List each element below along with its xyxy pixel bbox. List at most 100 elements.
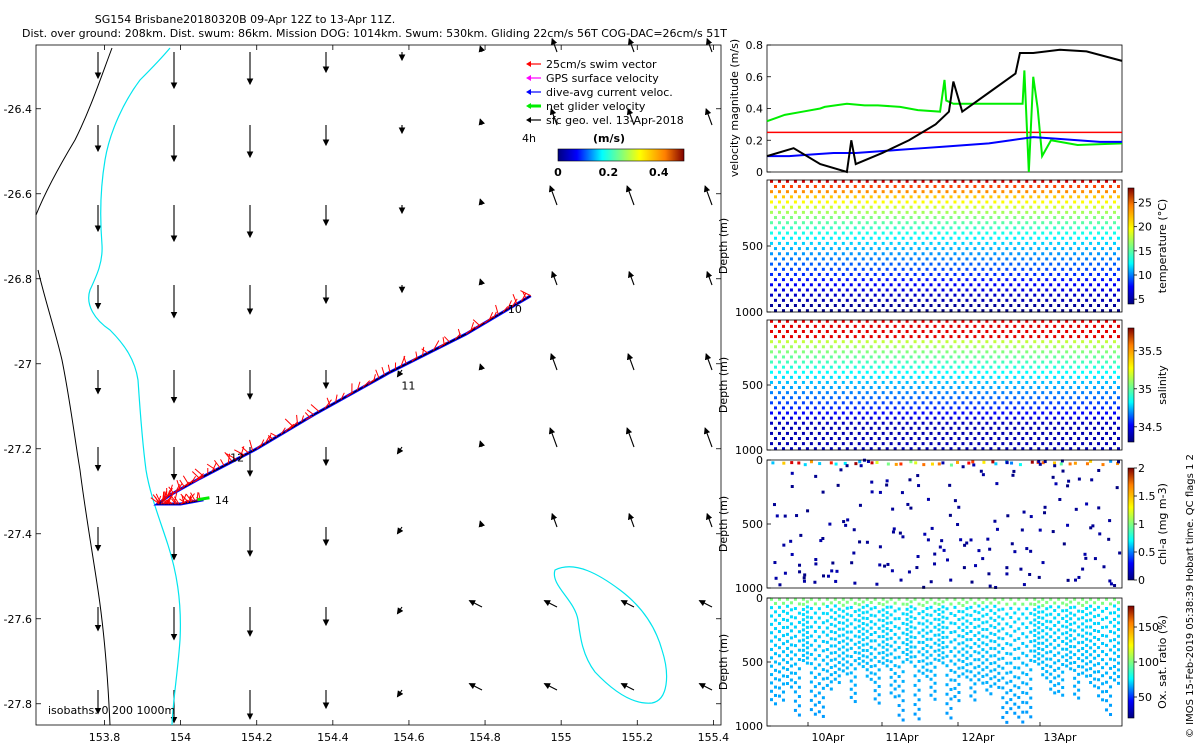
temperature-marker	[1097, 221, 1101, 225]
oxygen-marker	[909, 605, 913, 609]
temperature-marker	[877, 247, 881, 251]
temperature-marker	[853, 205, 857, 209]
depth-ylabel: Depth (m)	[717, 496, 730, 552]
oxygen-marker	[1109, 666, 1113, 670]
temperature-marker	[869, 216, 873, 220]
salinity-marker	[969, 380, 973, 384]
chla-marker	[831, 561, 835, 565]
salinity-marker	[813, 386, 817, 390]
salinity-marker	[1105, 411, 1109, 415]
temperature-marker	[1101, 257, 1105, 261]
temperature-marker	[905, 272, 909, 276]
salinity-marker	[1069, 324, 1073, 328]
salinity-marker	[774, 447, 777, 451]
salinity-marker	[1025, 370, 1029, 374]
chla-marker	[858, 503, 862, 507]
salinity-marker	[821, 437, 825, 441]
salinity-marker	[945, 431, 949, 435]
chla-marker	[956, 523, 960, 527]
temperature-marker	[961, 221, 965, 225]
oxygen-marker	[965, 663, 969, 667]
temperature-marker	[1093, 309, 1097, 313]
oxygen-marker	[1029, 630, 1033, 634]
temperature-marker	[1033, 262, 1037, 266]
temperature-marker	[845, 288, 849, 292]
salinity-marker	[1037, 447, 1041, 451]
salinity-marker	[997, 386, 1001, 390]
temperature-marker	[885, 257, 889, 261]
salinity-marker	[1093, 426, 1097, 430]
temperature-marker	[1025, 252, 1029, 256]
temperature-marker	[1117, 298, 1120, 302]
temperature-marker	[1089, 272, 1093, 276]
swim-vector	[284, 423, 295, 433]
salinity-marker	[1037, 335, 1041, 339]
salinity-marker	[1037, 437, 1041, 441]
temperature-marker	[897, 210, 901, 214]
swim-vector	[179, 498, 186, 504]
temperature-marker	[865, 252, 869, 256]
chla-marker	[1054, 482, 1058, 486]
salinity-marker	[825, 411, 829, 415]
oxygen-marker	[1105, 616, 1109, 620]
temperature-marker	[1061, 257, 1065, 261]
temperature-marker	[989, 278, 993, 282]
oxygen-marker	[1093, 622, 1097, 626]
oxygen-marker	[821, 658, 825, 662]
oxygen-marker	[961, 597, 965, 601]
oxygen-marker	[901, 621, 905, 625]
temperature-marker	[957, 257, 961, 261]
salinity-marker	[1105, 401, 1109, 405]
temperature-marker	[1057, 262, 1061, 266]
salinity-marker	[809, 350, 813, 354]
temperature-marker	[809, 293, 813, 297]
salinity-marker	[797, 375, 801, 379]
oxygen-marker	[901, 641, 905, 645]
temperature-marker	[1045, 205, 1049, 209]
oxygen-marker	[1105, 606, 1109, 610]
chla-marker	[1109, 459, 1113, 463]
oxygen-marker	[957, 658, 961, 662]
swim-vector	[206, 463, 217, 471]
depth-tick-label: 1000	[735, 444, 763, 457]
oxygen-marker	[1025, 635, 1029, 639]
salinity-marker	[1029, 365, 1033, 369]
temperature-marker	[1089, 241, 1093, 245]
temperature-marker	[817, 252, 821, 256]
temperature-marker	[837, 278, 841, 282]
oxygen-marker	[841, 609, 845, 613]
depth-ylabel: Depth (m)	[717, 218, 730, 274]
salinity-marker	[985, 401, 989, 405]
oxygen-marker	[889, 675, 893, 679]
temperature-marker	[953, 221, 957, 225]
date-tick-label: 12Apr	[961, 731, 995, 744]
oxygen-marker	[1081, 597, 1085, 601]
temperature-marker	[969, 272, 973, 276]
salinity-marker	[925, 375, 929, 379]
salinity-marker	[857, 442, 861, 446]
temperature-marker	[909, 309, 913, 313]
oxygen-marker	[789, 671, 793, 675]
oxygen-marker	[1113, 597, 1116, 601]
chla-marker	[909, 506, 913, 510]
temperature-marker	[905, 221, 909, 225]
chla-marker	[1091, 524, 1095, 528]
salinity-marker	[905, 340, 909, 344]
temperature-marker	[1105, 179, 1109, 183]
salinity-marker	[933, 426, 937, 430]
salinity-marker	[945, 391, 949, 395]
temperature-marker	[985, 252, 989, 256]
salinity-marker	[965, 447, 969, 451]
oxygen-marker	[781, 674, 785, 678]
temperature-marker	[925, 205, 929, 209]
salinity-marker	[793, 421, 797, 425]
oxygen-marker	[913, 626, 917, 630]
oxygen-marker	[981, 641, 985, 645]
temperature-marker	[933, 288, 937, 292]
salinity-marker	[981, 437, 985, 441]
velocity-ytick-label: 0	[756, 166, 763, 179]
geo-velocity-arrow	[698, 683, 713, 691]
chla-marker	[942, 548, 946, 552]
oxygen-marker	[997, 615, 1001, 619]
salinity-marker	[1045, 406, 1049, 410]
